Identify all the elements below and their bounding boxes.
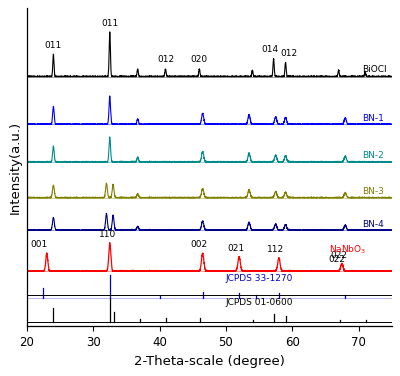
Text: JCPDS 33-1270: JCPDS 33-1270 <box>226 274 293 283</box>
Text: 012: 012 <box>157 55 174 64</box>
Text: NaNbO$_3$: NaNbO$_3$ <box>329 243 366 256</box>
Text: 022: 022 <box>330 250 347 259</box>
Text: 002: 002 <box>190 240 207 249</box>
Text: 112: 112 <box>267 245 284 254</box>
Text: BN-1: BN-1 <box>362 114 384 123</box>
Text: BiOCl: BiOCl <box>362 65 386 74</box>
X-axis label: 2-Theta-scale (degree): 2-Theta-scale (degree) <box>134 355 285 368</box>
Text: BN-3: BN-3 <box>362 187 384 196</box>
Text: BN-4: BN-4 <box>362 220 384 229</box>
Text: 021: 021 <box>227 244 244 253</box>
Text: JCPDS 01-0600: JCPDS 01-0600 <box>226 297 293 306</box>
Text: 011: 011 <box>45 41 62 50</box>
Text: BN-2: BN-2 <box>362 152 384 161</box>
Text: 110: 110 <box>99 230 116 239</box>
Text: 012: 012 <box>280 49 298 58</box>
Text: 022: 022 <box>329 255 346 264</box>
Text: 011: 011 <box>101 19 118 28</box>
Y-axis label: Intensity(a.u.): Intensity(a.u.) <box>8 121 21 214</box>
Text: 020: 020 <box>191 55 208 64</box>
Text: 014: 014 <box>262 45 279 55</box>
Text: 001: 001 <box>30 240 48 249</box>
